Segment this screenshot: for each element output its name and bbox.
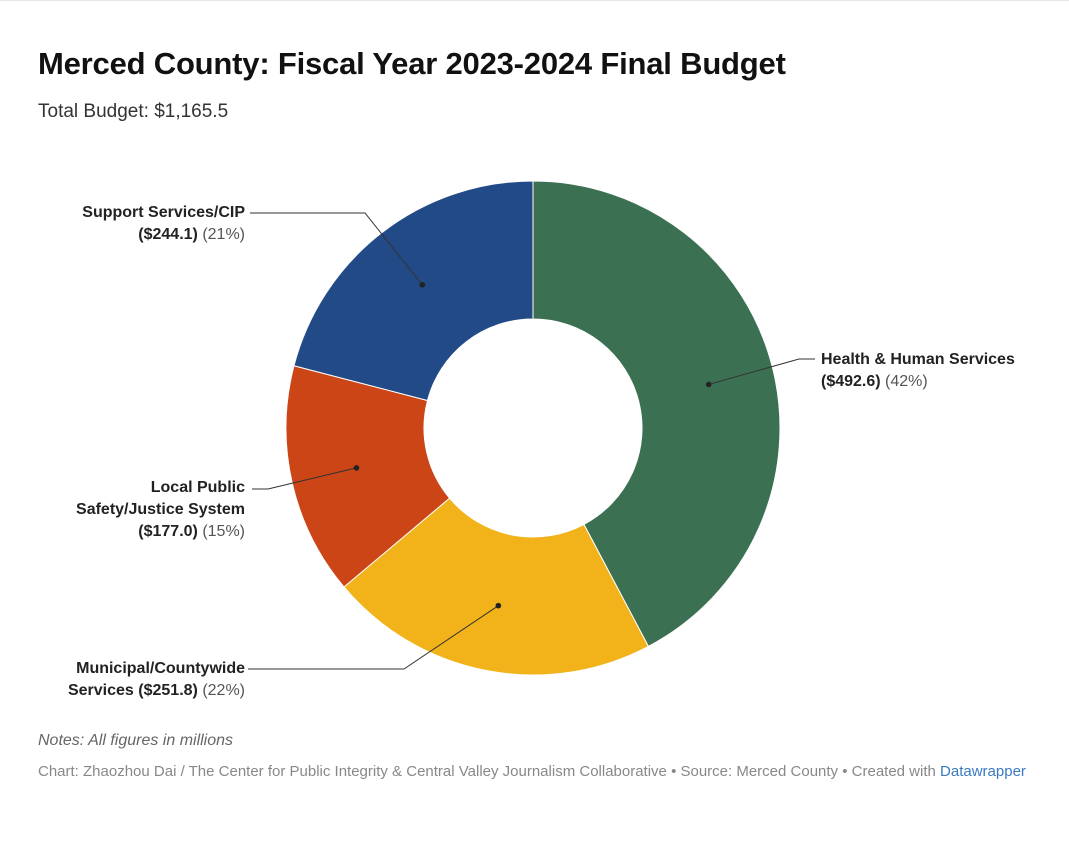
- leader-line-0: [708, 358, 815, 385]
- datawrapper-link[interactable]: Datawrapper: [940, 763, 1026, 780]
- label-municipal: Municipal/Countywide Services ($251.8) (…: [67, 660, 245, 699]
- chart-title: Merced County: Fiscal Year 2023-2024 Fin…: [38, 46, 786, 81]
- label-health: Health & Human Services ($492.6) (42%): [821, 351, 1015, 390]
- leader-dot-2: [353, 465, 360, 471]
- slice-municipal-countywide-services: [343, 497, 650, 676]
- chart-subtitle: Total Budget: $1,165.5: [38, 101, 229, 122]
- leader-dot-1: [495, 602, 502, 609]
- leader-line-3: [250, 212, 423, 286]
- leader-line-1: [248, 605, 499, 670]
- chart-notes: Notes: All figures in millions: [38, 732, 234, 749]
- slice-support-services-cip: [293, 180, 534, 402]
- leader-dot-3: [419, 281, 426, 288]
- label-safety: Local Public Safety/Justice System ($177…: [76, 479, 245, 540]
- slice-local-public-safety-justice-system: [285, 365, 451, 588]
- top-divider: [0, 0, 1069, 1]
- slice-health-human-services: [532, 180, 781, 648]
- label-support: Support Services/CIP ($244.1) (21%): [82, 204, 245, 243]
- chart-credit: Chart: Zhaozhou Dai / The Center for Pub…: [38, 761, 1038, 783]
- leader-line-2: [252, 467, 357, 490]
- leader-dot-0: [705, 381, 712, 388]
- credit-text: Chart: Zhaozhou Dai / The Center for Pub…: [38, 763, 936, 780]
